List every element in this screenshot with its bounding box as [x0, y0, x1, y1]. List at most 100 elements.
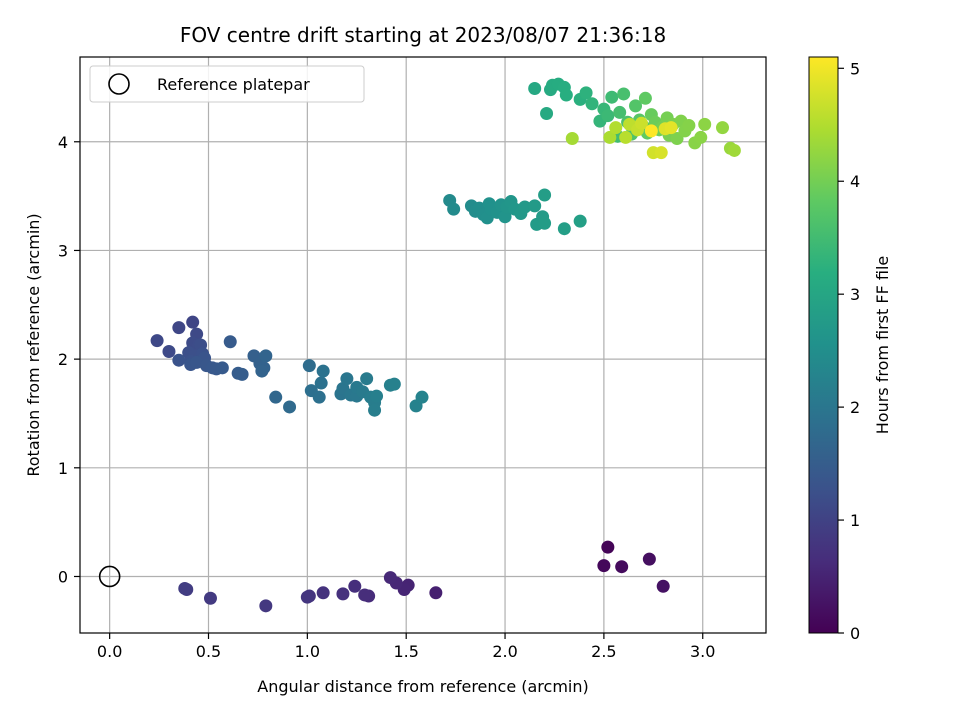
colorbar-ticks: 0 1 2 3 4 5 — [838, 59, 860, 643]
data-point — [682, 118, 696, 132]
data-point — [360, 372, 374, 386]
data-point — [340, 372, 354, 386]
data-point — [629, 99, 643, 113]
data-point — [498, 210, 512, 224]
data-point — [186, 315, 200, 329]
data-point — [518, 200, 532, 214]
data-point — [642, 552, 656, 566]
x-tick-label: 1.5 — [393, 642, 418, 661]
data-point — [538, 216, 552, 230]
data-point — [605, 90, 619, 104]
y-tick-label: 3 — [58, 241, 68, 260]
data-point — [727, 143, 741, 157]
x-tick-label: 3.0 — [690, 642, 715, 661]
data-point — [172, 321, 186, 335]
data-point — [579, 86, 593, 100]
grid-lines — [80, 57, 766, 633]
data-point — [190, 355, 204, 369]
data-point — [314, 376, 328, 390]
data-point — [162, 345, 176, 359]
data-point — [358, 588, 372, 602]
y-tick-label: 1 — [58, 459, 68, 478]
data-point — [259, 599, 273, 613]
data-point — [316, 364, 330, 378]
data-point — [336, 587, 350, 601]
data-point — [619, 130, 633, 144]
x-tick-label: 1.0 — [295, 642, 320, 661]
data-point — [283, 400, 297, 414]
data-point — [585, 97, 599, 111]
data-point — [302, 359, 316, 373]
data-point — [150, 334, 164, 348]
data-point — [370, 389, 384, 403]
data-point — [557, 222, 571, 236]
data-point — [609, 121, 623, 135]
data-point — [387, 377, 401, 391]
data-point — [300, 590, 314, 604]
data-point — [698, 117, 712, 131]
x-axis-ticks: 0.0 0.5 1.0 1.5 2.0 2.5 3.0 — [97, 633, 715, 661]
data-point — [654, 146, 668, 160]
reference-platepar-marker — [98, 565, 121, 588]
data-point — [528, 199, 542, 213]
colorbar-label: Hours from first FF file — [873, 256, 892, 435]
chart-title: FOV centre drift starting at 2023/08/07 … — [180, 23, 666, 47]
data-point — [601, 109, 615, 123]
x-tick-label: 2.5 — [591, 642, 616, 661]
colorbar — [808, 56, 839, 634]
y-tick-label: 0 — [58, 567, 68, 586]
legend-box — [89, 65, 365, 103]
data-point — [638, 91, 652, 105]
data-point — [255, 364, 269, 378]
legend: Reference platepar — [89, 65, 365, 103]
data-point — [613, 105, 627, 119]
data-point — [656, 579, 670, 593]
data-point — [203, 591, 217, 605]
data-point — [716, 121, 730, 135]
x-axis-label: Angular distance from reference (arcmin) — [257, 677, 588, 696]
data-point — [565, 132, 579, 146]
data-point — [316, 586, 330, 600]
data-point — [540, 107, 554, 121]
data-point — [694, 130, 708, 144]
colorbar-tick-label: 2 — [850, 398, 860, 417]
y-tick-label: 2 — [58, 350, 68, 369]
data-point — [312, 390, 326, 404]
data-point — [573, 214, 587, 228]
legend-reference-marker — [108, 73, 130, 95]
data-point — [617, 87, 631, 101]
data-point — [601, 540, 615, 554]
colorbar-tick-label: 4 — [850, 172, 860, 191]
plot-frame — [79, 56, 767, 634]
colorbar-tick-label: 5 — [850, 59, 860, 78]
data-point — [269, 390, 283, 404]
data-point — [603, 130, 617, 144]
y-axis-label: Rotation from reference (arcmin) — [24, 213, 43, 476]
colorbar-tick-label: 3 — [850, 285, 860, 304]
data-point — [528, 82, 542, 96]
data-point — [383, 571, 397, 585]
data-point — [259, 349, 273, 363]
colorbar-tick-label: 1 — [850, 511, 860, 530]
y-axis-ticks: 0 1 2 3 4 — [58, 133, 80, 586]
x-tick-label: 0.0 — [97, 642, 122, 661]
data-point — [235, 367, 249, 381]
data-point — [415, 390, 429, 404]
data-point — [172, 353, 186, 367]
data-point — [447, 202, 461, 216]
data-point — [615, 560, 629, 574]
data-point — [368, 403, 382, 417]
data-point — [178, 581, 192, 595]
data-point — [559, 88, 573, 102]
data-point — [664, 121, 678, 135]
colorbar-tick-label: 0 — [850, 624, 860, 643]
data-point — [223, 335, 237, 349]
data-point — [429, 586, 443, 600]
x-tick-label: 0.5 — [196, 642, 221, 661]
data-point — [348, 579, 362, 593]
data-point — [215, 361, 229, 375]
legend-entry-reference-platepar: Reference platepar — [157, 75, 310, 94]
data-point — [634, 116, 648, 130]
data-point — [644, 124, 658, 138]
data-point — [538, 188, 552, 202]
